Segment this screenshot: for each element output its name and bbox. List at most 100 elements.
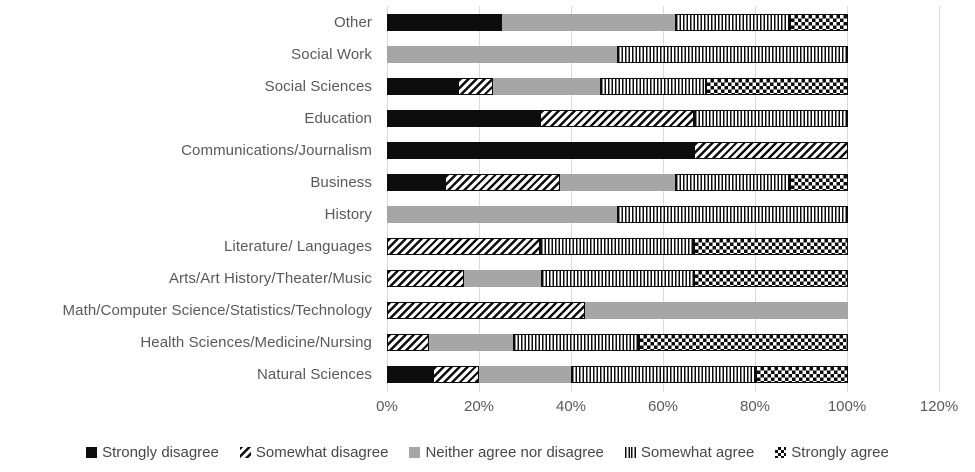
chart-row: History xyxy=(0,198,975,230)
legend-item: Somewhat agree xyxy=(624,444,754,461)
bar-segment xyxy=(387,77,458,95)
bar-segment xyxy=(502,13,676,31)
bar-segment xyxy=(387,365,434,383)
category-label: Communications/Journalism xyxy=(181,141,372,159)
chart-row: Other xyxy=(0,6,975,38)
chart-row: Math/Computer Science/Statistics/Technol… xyxy=(0,294,975,326)
bar-segment xyxy=(706,77,848,95)
bar-track xyxy=(387,77,940,95)
chart-row: Literature/ Languages xyxy=(0,230,975,262)
legend-label: Strongly disagree xyxy=(102,443,219,461)
gridline xyxy=(571,6,572,392)
x-axis-tick-label: 80% xyxy=(739,398,771,415)
x-axis-tick-label: 20% xyxy=(463,398,495,415)
bar-segment xyxy=(387,173,445,191)
bar-track xyxy=(387,269,940,287)
category-label: Arts/Art History/Theater/Music xyxy=(168,269,372,287)
category-label: Natural Sciences xyxy=(257,365,372,383)
bar-track xyxy=(387,173,940,191)
bar-segment xyxy=(387,237,541,255)
legend-item: Somewhat disagree xyxy=(239,443,389,461)
legend-label: Neither agree nor disagree xyxy=(425,443,604,461)
bar-track xyxy=(387,365,940,383)
bar-segment xyxy=(790,173,848,191)
bar-segment xyxy=(387,301,585,319)
category-label: Social Sciences xyxy=(264,77,372,95)
bar-segment xyxy=(387,13,503,31)
x-axis: 0% 20% 40% 60% 80% 100% 120% xyxy=(0,398,975,416)
legend-item: Strongly agree xyxy=(775,444,889,461)
gridline xyxy=(479,6,480,392)
chart-row: Social Work xyxy=(0,38,975,70)
bar-segment xyxy=(493,77,600,95)
gridlines-layer xyxy=(387,6,940,392)
bar-segment xyxy=(479,365,572,383)
bar-track xyxy=(387,333,940,351)
x-axis-tick-label: 120% xyxy=(919,398,959,415)
bar-segment xyxy=(694,141,848,159)
legend: Strongly disagree Somewhat disagree Neithe… xyxy=(0,440,975,464)
bar-segment xyxy=(540,237,694,255)
bar-segment xyxy=(675,173,791,191)
legend-item: Strongly disagree xyxy=(86,444,219,461)
bar-segment xyxy=(675,13,791,31)
bar-segment xyxy=(387,205,618,223)
gridline xyxy=(387,6,388,392)
chart-rows: Other Social Work Social Sciences Education… xyxy=(0,6,975,390)
legend-marker-checkerboard-icon xyxy=(775,446,787,458)
x-axis-tick-label: 100% xyxy=(827,398,867,415)
bar-track xyxy=(387,109,940,127)
category-label: Business xyxy=(310,173,372,191)
bar-segment xyxy=(617,205,848,223)
bar-segment xyxy=(387,45,618,63)
bar-track xyxy=(387,45,940,63)
chart-row: Business xyxy=(0,166,975,198)
bar-segment xyxy=(540,109,694,127)
chart-row: Arts/Art History/Theater/Music xyxy=(0,262,975,294)
bar-segment xyxy=(387,333,429,351)
chart-row: Natural Sciences xyxy=(0,358,975,390)
bar-track xyxy=(387,205,940,223)
gridline xyxy=(939,6,940,392)
legend-item: Neither agree nor disagree xyxy=(409,443,604,461)
category-label: Math/Computer Science/Statistics/Technol… xyxy=(62,301,372,319)
bar-segment xyxy=(540,269,695,287)
bar-segment xyxy=(559,173,675,191)
bar-segment xyxy=(428,333,513,351)
bar-segment xyxy=(444,173,560,191)
bar-segment xyxy=(693,237,848,255)
bar-segment xyxy=(387,141,695,159)
bar-segment xyxy=(512,333,639,351)
category-label: Education xyxy=(304,109,372,127)
bar-track xyxy=(387,237,940,255)
category-label: Other xyxy=(333,13,372,31)
legend-label: Strongly agree xyxy=(791,443,889,461)
category-label: Social Work xyxy=(291,45,372,63)
bar-segment xyxy=(571,365,756,383)
gridline xyxy=(663,6,664,392)
chart-row: Social Sciences xyxy=(0,70,975,102)
bar-segment xyxy=(599,77,707,95)
bar-segment xyxy=(457,77,494,95)
category-label: History xyxy=(324,205,372,223)
chart-row: Health Sciences/Medicine/Nursing xyxy=(0,326,975,358)
bar-segment xyxy=(755,365,848,383)
legend-marker-solid-gray-icon xyxy=(409,446,421,458)
legend-label: Somewhat disagree xyxy=(255,443,389,461)
bar-segment xyxy=(693,109,848,127)
bar-segment xyxy=(463,269,541,287)
bar-track xyxy=(387,13,940,31)
category-label: Literature/ Languages xyxy=(223,237,372,255)
bar-segment xyxy=(433,365,480,383)
x-axis-tick-label: 0% xyxy=(376,398,398,415)
x-axis-tick-label: 60% xyxy=(647,398,679,415)
bar-segment xyxy=(694,269,848,287)
bar-segment xyxy=(617,45,848,63)
bar-track xyxy=(387,301,940,319)
bar-segment xyxy=(584,301,848,319)
category-label: Health Sciences/Medicine/Nursing xyxy=(140,333,372,351)
bar-segment xyxy=(387,269,464,287)
gridline xyxy=(755,6,756,392)
chart-row: Communications/Journalism xyxy=(0,134,975,166)
